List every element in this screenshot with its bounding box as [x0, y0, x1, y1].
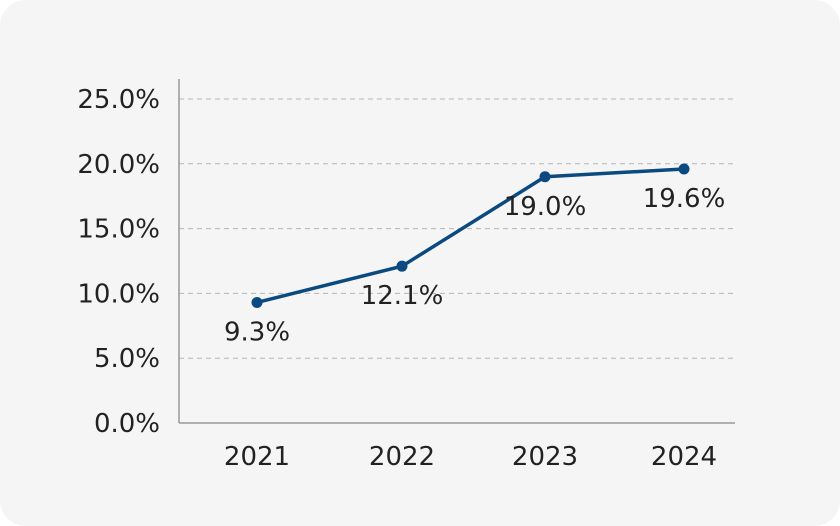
y-tick-label: 15.0%	[77, 215, 160, 245]
gridlines	[179, 98, 735, 359]
y-tick-label: 10.0%	[77, 279, 160, 309]
data-points	[251, 163, 690, 308]
y-tick-label: 5.0%	[94, 344, 160, 374]
y-tick-labels: 0.0% 5.0% 10.0% 15.0% 20.0% 25.0%	[77, 85, 160, 439]
data-label: 19.6%	[643, 184, 726, 214]
data-point	[539, 171, 551, 183]
x-tick-label: 2023	[512, 442, 578, 472]
y-tick-label: 20.0%	[77, 150, 160, 180]
x-tick-label: 2022	[369, 442, 435, 472]
series-line	[255, 167, 686, 305]
series	[255, 167, 686, 305]
x-tick-label: 2024	[651, 442, 717, 472]
x-tick-label: 2021	[224, 442, 290, 472]
data-point	[251, 296, 263, 308]
data-label: 9.3%	[224, 317, 290, 347]
data-label: 12.1%	[361, 281, 444, 311]
axes	[178, 79, 735, 424]
y-tick-label: 0.0%	[94, 409, 160, 439]
data-point	[678, 163, 690, 175]
x-tick-labels: 2021 2022 2023 2024	[224, 442, 717, 472]
y-tick-label: 25.0%	[77, 85, 160, 115]
data-label: 19.0%	[504, 192, 587, 222]
data-labels: 9.3% 12.1% 19.0% 19.6%	[224, 184, 725, 347]
data-point	[396, 260, 408, 272]
